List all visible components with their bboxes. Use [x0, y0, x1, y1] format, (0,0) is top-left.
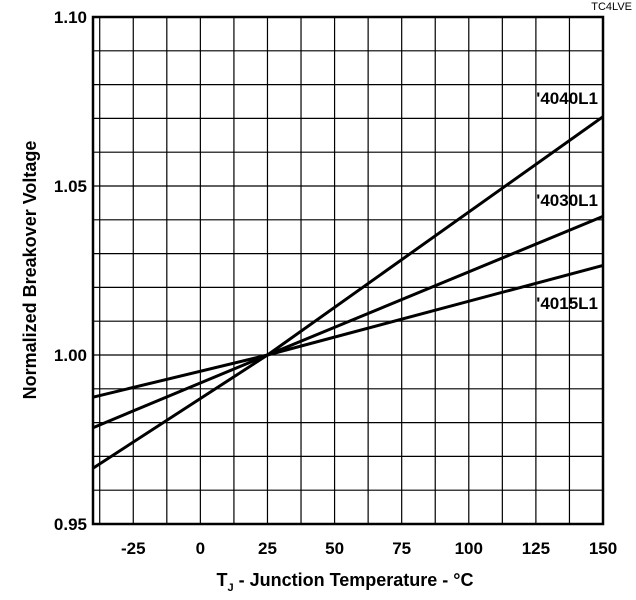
- x-axis-title: TJ - Junction Temperature - °C: [216, 570, 473, 594]
- x-axis-title-subscript: J: [227, 582, 233, 594]
- series-line-2: [92, 263, 604, 399]
- y-tick-label: 1.10: [54, 8, 87, 27]
- y-axis-title: Normalized Breakover Voltage: [20, 141, 40, 400]
- y-tick-label: 1.05: [54, 177, 87, 196]
- x-axis-title-base: T: [216, 570, 227, 590]
- x-tick-label: 75: [392, 539, 411, 558]
- series-label-0: '4040L1: [536, 89, 598, 108]
- x-tick-label: 0: [196, 539, 205, 558]
- grid-layer: [93, 17, 603, 524]
- x-tick-label: 50: [325, 539, 344, 558]
- x-tick-label: 125: [522, 539, 550, 558]
- x-tick-label: 100: [455, 539, 483, 558]
- series-line-1: [92, 215, 604, 430]
- series-layer: [92, 115, 604, 470]
- y-tick-label: 1.00: [54, 346, 87, 365]
- series-line-0: [92, 115, 604, 470]
- plot-frame: [91, 15, 605, 526]
- y-tick-label: 0.95: [54, 515, 87, 534]
- corner-code-label: TC4LVE: [591, 1, 632, 13]
- series-label-layer: '4040L1 '4030L1 '4015L1: [536, 89, 598, 313]
- series-label-2: '4015L1: [536, 294, 598, 313]
- x-tick-label: 150: [589, 539, 617, 558]
- x-axis-title-rest: - Junction Temperature - °C: [234, 570, 474, 590]
- x-tick-label: 25: [258, 539, 277, 558]
- x-tick-label: -25: [121, 539, 146, 558]
- series-label-1: '4030L1: [536, 191, 598, 210]
- tick-label-layer: -25 0 25 50 75 100 125 150 0.95 1.00 1.05 1.10: [54, 8, 617, 558]
